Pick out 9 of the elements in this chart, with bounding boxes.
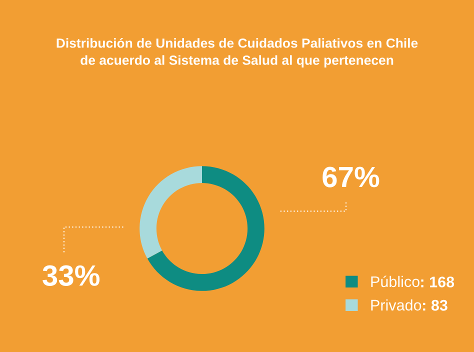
chart-title: Distribución de Unidades de Cuidados Paliativos en Chile de acuerdo al Sistema de Salud al que pertenecen	[56, 38, 418, 68]
text: : 168	[421, 276, 454, 288]
data-label: 33%	[42, 265, 100, 286]
donut-slice	[140, 166, 202, 259]
text: : 83	[423, 300, 448, 311]
donut-slice	[147, 166, 264, 291]
data-label: 67%	[322, 166, 380, 188]
legend-label: Privado	[371, 299, 422, 311]
legend-label: Público	[371, 276, 420, 288]
